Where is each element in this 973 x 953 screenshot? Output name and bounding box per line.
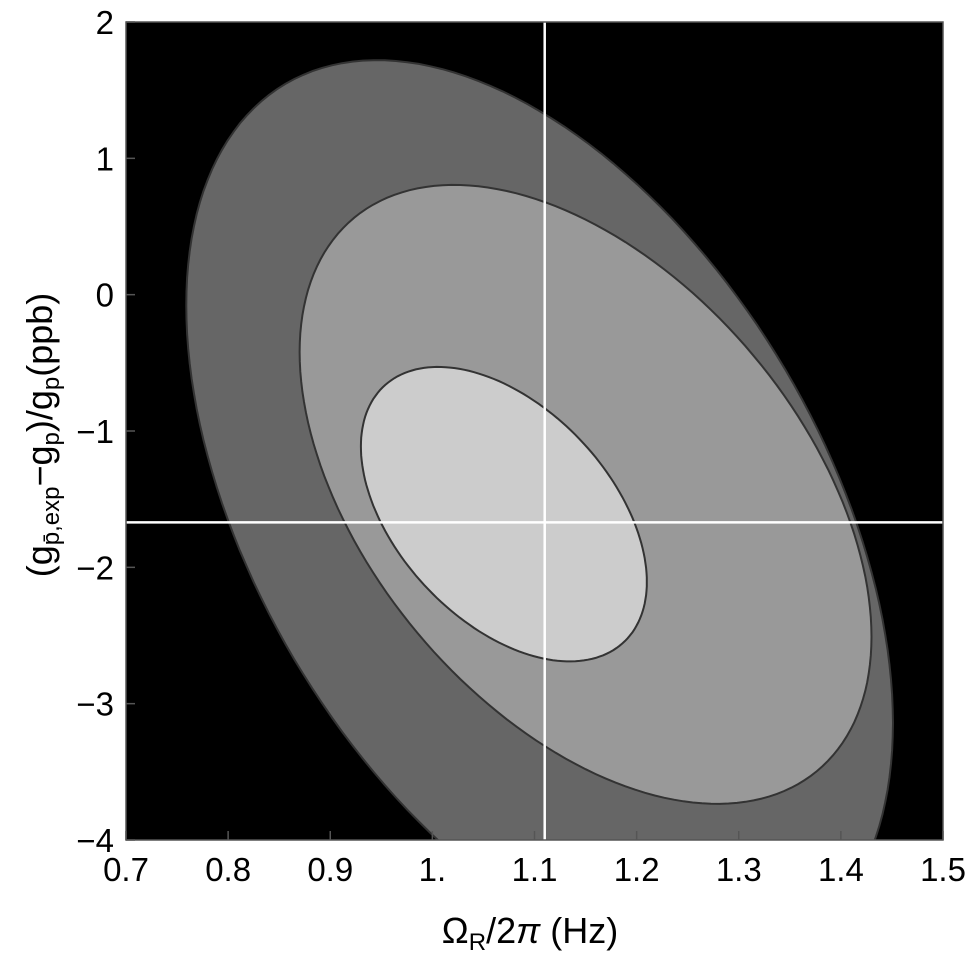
x-tick-label: 1.5 bbox=[920, 851, 966, 888]
x-tick-label: 1.2 bbox=[614, 851, 660, 888]
x-tick-label: 1.1 bbox=[512, 851, 558, 888]
contour-regions bbox=[185, 59, 895, 840]
x-tick-label: 0.8 bbox=[205, 851, 251, 888]
y-tick-label: −2 bbox=[76, 549, 114, 586]
y-tick-label: 1 bbox=[96, 140, 114, 177]
x-axis-title: ΩR/2π (Hz) bbox=[442, 910, 618, 953]
y-tick-label: −3 bbox=[76, 686, 114, 723]
best-fit-crosshair bbox=[126, 22, 943, 840]
x-tick-label: 1.4 bbox=[818, 851, 864, 888]
x-tick-label: 1.3 bbox=[716, 851, 762, 888]
contour-level-1 bbox=[359, 365, 648, 663]
axis-ticks: 0.7 0.8 0.9 1. 1.1 1.2 1.3 1.4 1.5 2 1 0 −1 −2 −3 −4 bbox=[76, 4, 966, 888]
x-tick-label: 1. bbox=[419, 851, 447, 888]
y-tick-label: −4 bbox=[76, 822, 114, 859]
y-tick-label: 2 bbox=[96, 4, 114, 41]
x-tick-label: 0.7 bbox=[103, 851, 149, 888]
y-tick-label: 0 bbox=[96, 277, 114, 314]
y-axis-title: (gp̄,exp−gp)/gp(ppb) bbox=[19, 293, 65, 578]
x-tick-label: 0.9 bbox=[307, 851, 353, 888]
y-tick-label: −1 bbox=[76, 413, 114, 450]
